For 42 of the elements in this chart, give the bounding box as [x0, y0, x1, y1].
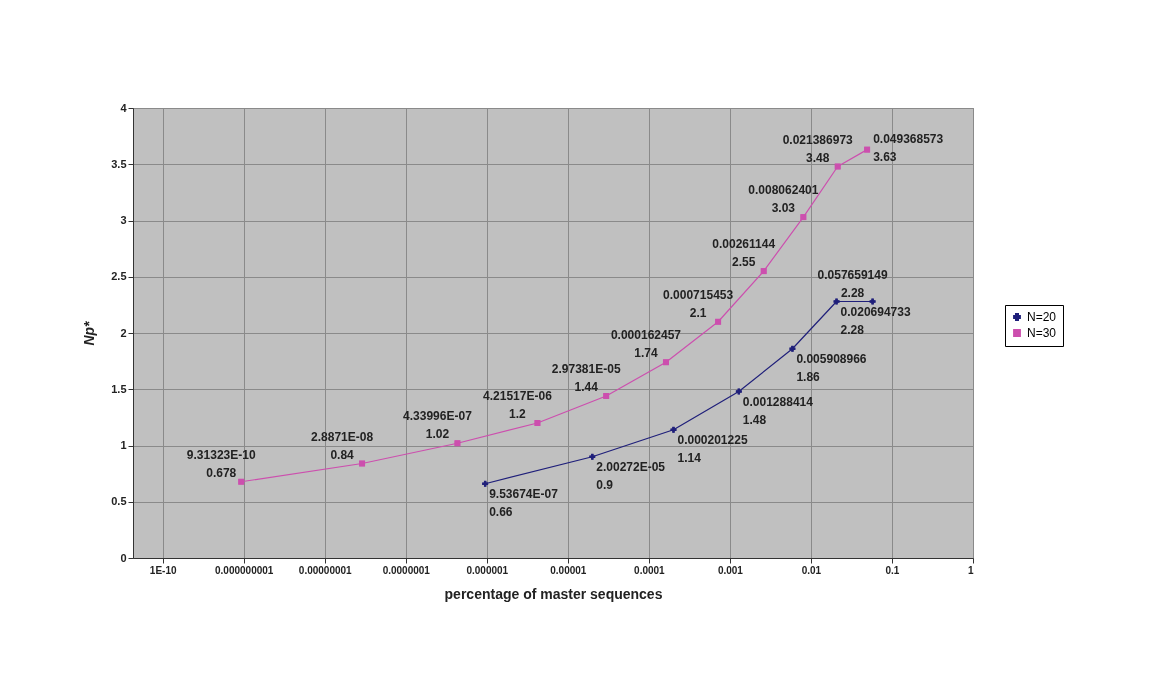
x-tick-label: 0.0000001: [382, 564, 431, 576]
y-tick-label: 3.5: [111, 157, 127, 170]
data-label: 9.31323E-10 0.678: [186, 447, 256, 480]
y-tick-label: 1: [120, 439, 127, 451]
data-label: 0.000162457 1.74: [610, 328, 682, 361]
data-label: 0.008062401 3.03: [748, 183, 819, 216]
y-tick-label: 1.5: [111, 382, 127, 395]
legend-label: N=30: [1027, 326, 1057, 340]
y-axis-title: Np*: [81, 320, 98, 346]
y-tick-label: 0: [120, 551, 127, 564]
data-label: 0.057659149 2.28: [817, 267, 888, 300]
data-label: 4.33996E-07 1.02: [403, 409, 473, 442]
x-tick-label: 0.0001: [634, 564, 666, 576]
y-tick-label: 0.5: [111, 495, 127, 508]
y-tick-label: 2.5: [111, 270, 127, 283]
data-label: 0.000201225 1.14: [677, 432, 748, 465]
data-label: 4.21517E-06 1.2: [483, 389, 553, 421]
data-label: 9.53674E-07 0.66: [489, 486, 559, 519]
data-label: 0.00261144 2.55: [712, 237, 776, 270]
data-label: 2.97381E-05 1.44: [551, 362, 621, 394]
y-tick-label: 4: [120, 101, 128, 114]
x-tick-label: 0.00000001: [298, 564, 353, 576]
data-label: 0.000715453 2.1: [663, 287, 734, 320]
data-label: 0.021386973 3.48: [782, 132, 854, 165]
y-tick-label: 3: [120, 214, 127, 226]
x-axis-title: percentage of master sequences: [444, 585, 663, 602]
x-tick-label: 0.001: [717, 564, 744, 576]
x-tick-label: 1E-10: [149, 564, 177, 576]
x-tick-label: 0.000001: [466, 564, 509, 576]
y-tick-label: 2: [120, 326, 127, 339]
x-tick-label: 0.00001: [550, 564, 587, 576]
x-tick-label: 0.000000001: [215, 564, 274, 576]
data-label: 0.005908966 1.86: [796, 351, 867, 384]
x-tick-label: 1: [967, 564, 974, 576]
legend-label: N=20: [1027, 310, 1057, 324]
x-tick-label: 0.1: [885, 564, 900, 576]
data-label: 0.020694733 2.28: [840, 304, 911, 337]
data-label: 0.001288414 1.48: [742, 394, 814, 427]
data-label: 2.00272E-05 0.9: [596, 459, 666, 492]
data-label: 2.8871E-08 0.84: [311, 429, 374, 462]
x-tick-label: 0.01: [801, 564, 822, 576]
data-label: 0.049368573 3.63: [873, 131, 944, 164]
